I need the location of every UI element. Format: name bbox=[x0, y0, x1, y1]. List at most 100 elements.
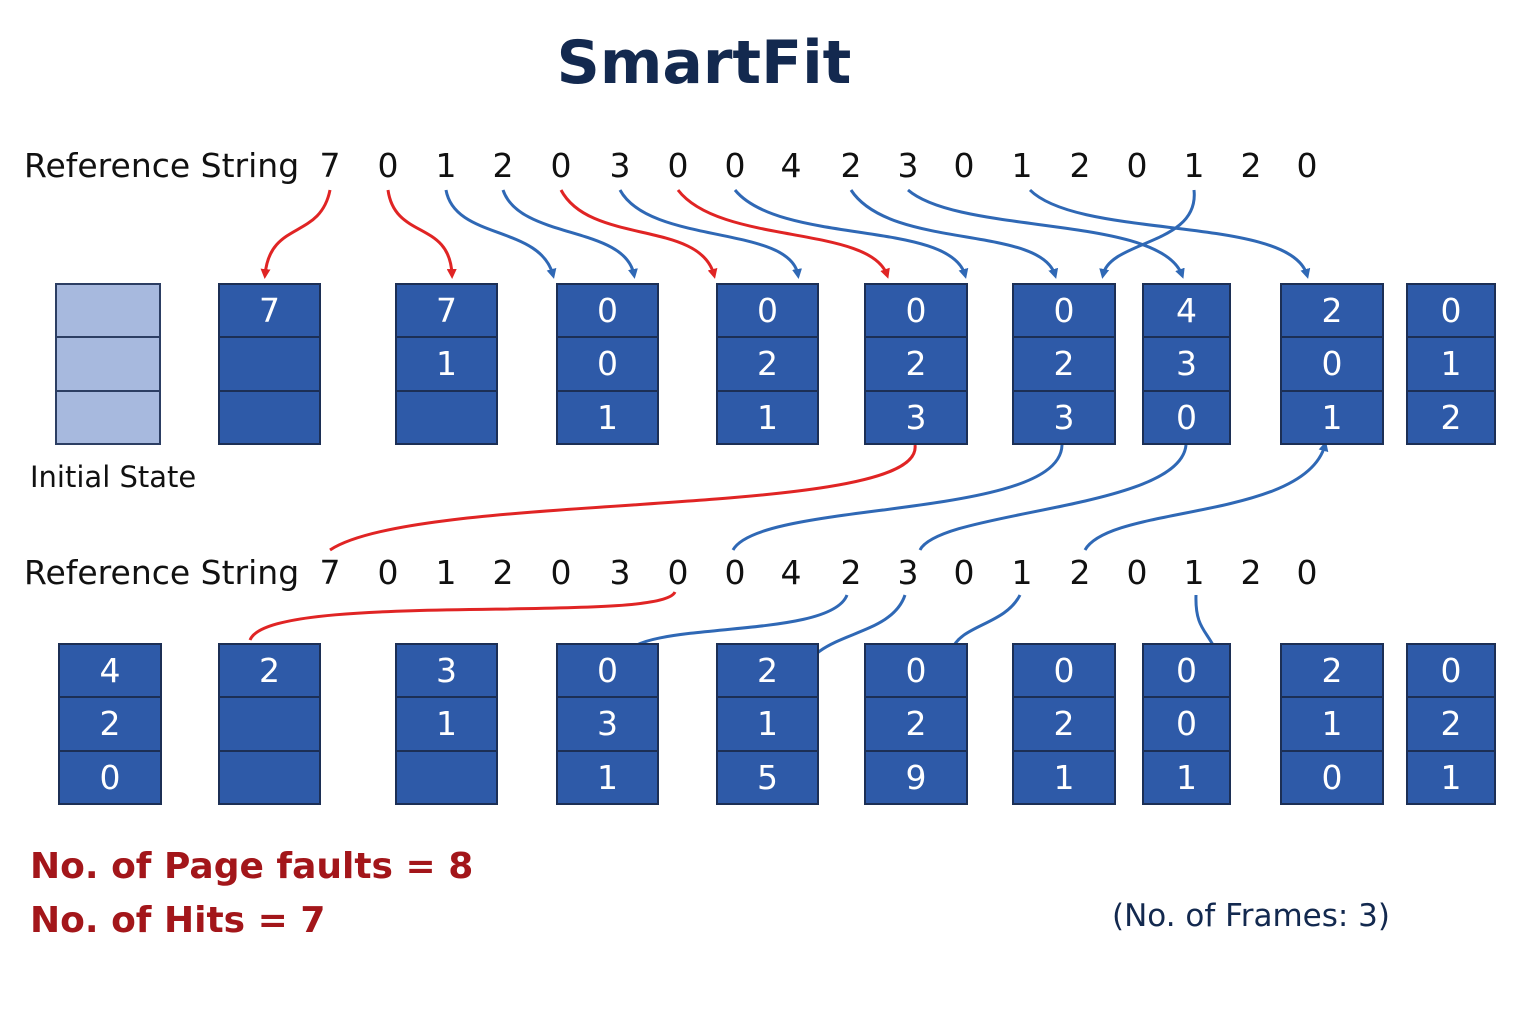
frame-cell: 1 bbox=[397, 698, 496, 752]
frame-cell: 3 bbox=[1053, 397, 1075, 437]
top-ref-item: 0 bbox=[953, 146, 975, 185]
frame-cell: 0 bbox=[1014, 645, 1114, 699]
bottom-ref-item: 0 bbox=[953, 553, 975, 592]
frame-cell bbox=[397, 392, 496, 445]
frame-cell: 2 bbox=[866, 698, 966, 752]
frame-cell: 0 bbox=[1282, 338, 1382, 392]
top-ref-item: 2 bbox=[1069, 146, 1091, 185]
bottom-ref-item: 2 bbox=[1069, 553, 1091, 592]
reference-string-label-bottom: Reference String bbox=[24, 553, 300, 592]
frame-cell: 2 bbox=[1282, 285, 1382, 339]
frame-cell: 0 bbox=[1408, 645, 1494, 699]
top-ref-item: 1 bbox=[1183, 146, 1205, 185]
frame-cell: 0 bbox=[1144, 645, 1229, 699]
top-ref-item: 0 bbox=[1296, 146, 1318, 185]
top-ref-item: 7 bbox=[319, 146, 341, 185]
bottom-ref-item: 0 bbox=[1126, 553, 1148, 592]
top-ref-item: 0 bbox=[550, 146, 572, 185]
hit-arrow bbox=[918, 444, 1188, 551]
frame-cell: 1 bbox=[757, 397, 778, 437]
fault-arrow bbox=[248, 591, 677, 641]
fault-arrow bbox=[386, 189, 457, 279]
frame-cell: 2 bbox=[1014, 338, 1114, 392]
frame-cell: 1 bbox=[597, 757, 618, 797]
hit-arrow bbox=[950, 594, 1022, 651]
frames-note: (No. of Frames: 3) bbox=[1112, 898, 1391, 934]
bottom-ref-item: 0 bbox=[377, 553, 399, 592]
frame-cell bbox=[57, 285, 159, 339]
frame-cell: 0 bbox=[866, 285, 966, 339]
frame-cell: 2 bbox=[220, 645, 319, 699]
frame-cell: 0 bbox=[1144, 698, 1229, 752]
frame-cell: 7 bbox=[397, 285, 496, 339]
frame-cell: 7 bbox=[220, 285, 319, 339]
frame-cell bbox=[220, 392, 319, 445]
bottom-ref-item: 3 bbox=[897, 553, 919, 592]
top-ref-item: 1 bbox=[435, 146, 457, 185]
bottom-ref-item: 1 bbox=[1011, 553, 1033, 592]
frame-cell: 1 bbox=[1282, 698, 1382, 752]
frame-cell bbox=[220, 338, 319, 392]
frame-cell: 0 bbox=[558, 285, 657, 339]
bottom-ref-item: 2 bbox=[492, 553, 514, 592]
bottom-ref-item: 0 bbox=[550, 553, 572, 592]
initial-state-label: Initial State bbox=[30, 460, 197, 494]
frame-cell: 2 bbox=[718, 645, 817, 699]
frame-cell: 0 bbox=[718, 285, 817, 339]
frame-cell: 3 bbox=[397, 645, 496, 699]
fault-arrow bbox=[676, 189, 890, 279]
frame-cell: 2 bbox=[1014, 698, 1114, 752]
frame-cell: 1 bbox=[1053, 757, 1075, 797]
frame-cell: 2 bbox=[1282, 645, 1382, 699]
frame-cell: 0 bbox=[1014, 285, 1114, 339]
bottom-ref-item: 4 bbox=[780, 553, 802, 592]
frame-cell: 4 bbox=[1144, 285, 1229, 339]
bottom-ref-item: 2 bbox=[840, 553, 862, 592]
hit-arrow bbox=[1083, 441, 1329, 551]
hit-arrow bbox=[907, 188, 1185, 279]
frame-cell: 0 bbox=[99, 757, 121, 797]
frame-cell: 1 bbox=[1440, 757, 1462, 797]
frame-cell: 0 bbox=[1408, 285, 1494, 339]
top-ref-item: 1 bbox=[1011, 146, 1033, 185]
top-ref-item: 4 bbox=[780, 146, 802, 185]
frame-cell: 1 bbox=[718, 698, 817, 752]
fault-arrow bbox=[559, 189, 718, 279]
memory-frame: 7 bbox=[218, 283, 321, 445]
top-ref-item: 2 bbox=[1240, 146, 1262, 185]
frame-cell: 3 bbox=[558, 698, 657, 752]
frame-cell: 0 bbox=[866, 645, 966, 699]
hits-count: No. of Hits = 7 bbox=[30, 900, 326, 941]
frame-cell bbox=[57, 338, 159, 392]
hit-arrow bbox=[733, 189, 969, 279]
hit-arrow bbox=[1194, 594, 1215, 646]
bottom-ref-item: 0 bbox=[667, 553, 689, 592]
top-ref-item: 0 bbox=[724, 146, 746, 185]
frame-cell: 1 bbox=[1408, 338, 1494, 392]
bottom-ref-item: 0 bbox=[724, 553, 746, 592]
hit-arrow bbox=[444, 189, 557, 279]
frame-cell: 2 bbox=[1440, 397, 1462, 437]
hit-arrow bbox=[731, 444, 1064, 551]
fault-arrow bbox=[260, 189, 332, 279]
frame-cell: 1 bbox=[1176, 757, 1197, 797]
frame-cell: 0 bbox=[558, 645, 657, 699]
frame-cell bbox=[220, 698, 319, 752]
top-ref-item: 2 bbox=[840, 146, 862, 185]
hit-arrow bbox=[618, 189, 802, 279]
frame-cell: 1 bbox=[1321, 397, 1343, 437]
